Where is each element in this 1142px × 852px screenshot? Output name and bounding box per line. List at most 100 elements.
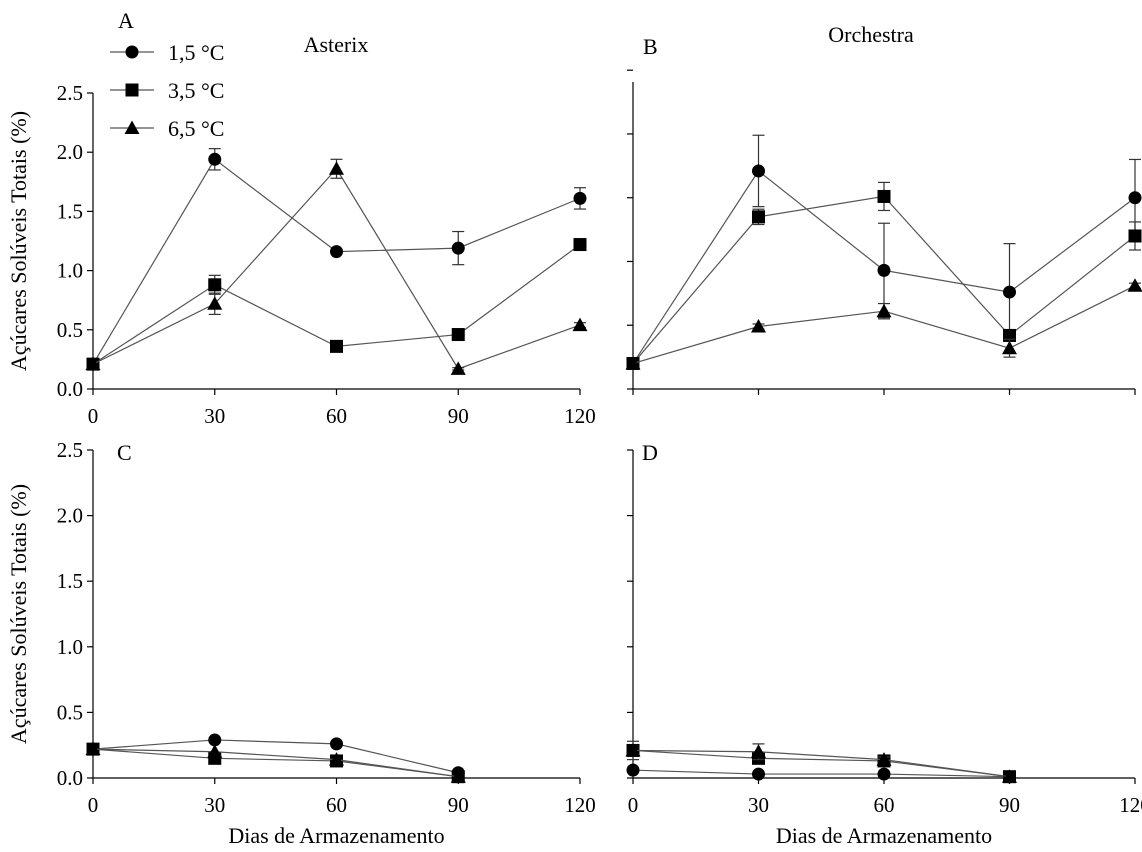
point-triangle bbox=[1002, 769, 1017, 783]
x-tick-label: 0 bbox=[88, 793, 99, 817]
series-circle bbox=[626, 134, 1142, 370]
point-square bbox=[573, 238, 587, 252]
point-circle bbox=[208, 152, 222, 166]
point-circle bbox=[752, 767, 765, 781]
legend-triangle-icon bbox=[124, 120, 140, 134]
panel-c: 0.0 0.5 1.0 1.5 2.0 2.5 0 30 60 90 120 Açúcares Sol… bbox=[6, 438, 596, 848]
series-line bbox=[92, 748, 459, 778]
y-tick-label: 1.0 bbox=[57, 635, 83, 659]
point-circle bbox=[877, 263, 891, 277]
point-square bbox=[208, 278, 222, 292]
point-circle bbox=[1128, 191, 1142, 205]
series-triangle bbox=[625, 742, 1017, 783]
x-tick-label: 30 bbox=[204, 793, 225, 817]
point-square bbox=[877, 189, 891, 203]
legend-square-icon bbox=[125, 83, 139, 97]
legend-circle-icon bbox=[125, 45, 139, 59]
x-tick-label: 0 bbox=[88, 404, 99, 428]
legend: 1,5 °C 3,5 °C 6,5 °C bbox=[110, 40, 224, 141]
legend-label: 3,5 °C bbox=[168, 78, 224, 103]
panel-d: 0 30 60 90 120 Dias de Armazenamento D bbox=[625, 440, 1142, 848]
point-circle bbox=[330, 245, 343, 259]
x-tick-label: 120 bbox=[564, 404, 596, 428]
series-square bbox=[86, 742, 465, 784]
panel-a: 0.0 0.5 1.0 1.5 2.0 2.5 0 30 60 90 120 Açúcares Sol… bbox=[6, 8, 596, 428]
point-circle bbox=[877, 767, 891, 781]
point-circle bbox=[451, 241, 465, 255]
point-triangle bbox=[207, 744, 223, 758]
x-tick-label: 60 bbox=[874, 793, 895, 817]
y-tick-label: 2.0 bbox=[57, 504, 83, 528]
point-triangle bbox=[207, 296, 223, 310]
legend-item: 6,5 °C bbox=[110, 116, 224, 141]
point-triangle bbox=[625, 355, 641, 370]
point-triangle bbox=[1002, 340, 1017, 355]
y-tick-label: 2.5 bbox=[57, 438, 83, 462]
series-triangle bbox=[85, 741, 466, 783]
series-triangle bbox=[625, 278, 1142, 370]
y-tick-label: 1.5 bbox=[57, 199, 83, 223]
point-circle bbox=[330, 737, 343, 751]
panel-letter: C bbox=[117, 440, 132, 465]
series-square bbox=[626, 740, 1016, 784]
point-square bbox=[1128, 229, 1142, 243]
legend-label: 6,5 °C bbox=[168, 116, 224, 141]
y-tick-label: 2.0 bbox=[57, 140, 83, 164]
point-triangle bbox=[329, 161, 344, 175]
legend-item: 1,5 °C bbox=[110, 40, 224, 65]
x-tick-label: 60 bbox=[326, 793, 347, 817]
panel-b: Orchestra B bbox=[625, 22, 1142, 395]
point-triangle bbox=[85, 356, 101, 371]
y-axis-title: Açúcares Solúveis Totais (%) bbox=[6, 484, 31, 744]
point-square bbox=[752, 210, 765, 224]
panel-letter: A bbox=[118, 8, 134, 33]
series-line bbox=[92, 158, 581, 365]
point-triangle bbox=[1127, 278, 1142, 292]
point-square bbox=[451, 328, 465, 342]
point-triangle bbox=[876, 752, 892, 766]
series-circle bbox=[86, 148, 587, 371]
y-tick-label: 0.5 bbox=[57, 318, 83, 342]
x-tick-label: 30 bbox=[748, 793, 769, 817]
point-triangle bbox=[450, 769, 466, 783]
point-triangle bbox=[85, 741, 101, 756]
x-tick-label: 60 bbox=[326, 404, 347, 428]
x-tick-label: 30 bbox=[204, 404, 225, 428]
y-tick-label: 0.0 bbox=[57, 766, 83, 790]
point-triangle bbox=[751, 319, 766, 333]
point-circle bbox=[573, 191, 587, 205]
point-circle bbox=[752, 164, 765, 178]
series-line bbox=[92, 748, 459, 778]
legend-label: 1,5 °C bbox=[168, 40, 224, 65]
y-tick-label: 1.5 bbox=[57, 569, 83, 593]
point-triangle bbox=[572, 317, 588, 332]
y-tick-label: 2.5 bbox=[57, 81, 83, 105]
x-tick-label: 120 bbox=[564, 793, 596, 817]
series-line bbox=[632, 749, 1010, 778]
series-line bbox=[92, 167, 581, 370]
panel-letter: B bbox=[643, 34, 658, 59]
point-triangle bbox=[625, 742, 641, 757]
panel-title: Orchestra bbox=[828, 22, 914, 47]
series-triangle bbox=[85, 158, 588, 375]
point-circle bbox=[1003, 285, 1016, 299]
panel-letter: D bbox=[642, 440, 658, 465]
series-line bbox=[632, 749, 1010, 778]
legend-item: 3,5 °C bbox=[110, 78, 224, 103]
x-tick-label: 90 bbox=[999, 793, 1020, 817]
x-axis-title: Dias de Armazenamento bbox=[776, 823, 992, 848]
y-axis-title: Açúcares Solúveis Totais (%) bbox=[6, 111, 31, 371]
x-tick-label: 120 bbox=[1119, 793, 1142, 817]
series-line bbox=[632, 769, 1010, 778]
point-triangle bbox=[450, 361, 466, 375]
point-circle bbox=[208, 733, 222, 747]
series-line bbox=[92, 739, 459, 774]
y-tick-label: 1.0 bbox=[57, 259, 83, 283]
series-circle bbox=[626, 763, 1016, 784]
y-tick-label: 0.5 bbox=[57, 700, 83, 724]
point-triangle bbox=[329, 752, 344, 766]
point-circle bbox=[626, 763, 640, 777]
x-axis-title: Dias de Armazenamento bbox=[228, 823, 444, 848]
point-triangle bbox=[751, 744, 766, 758]
